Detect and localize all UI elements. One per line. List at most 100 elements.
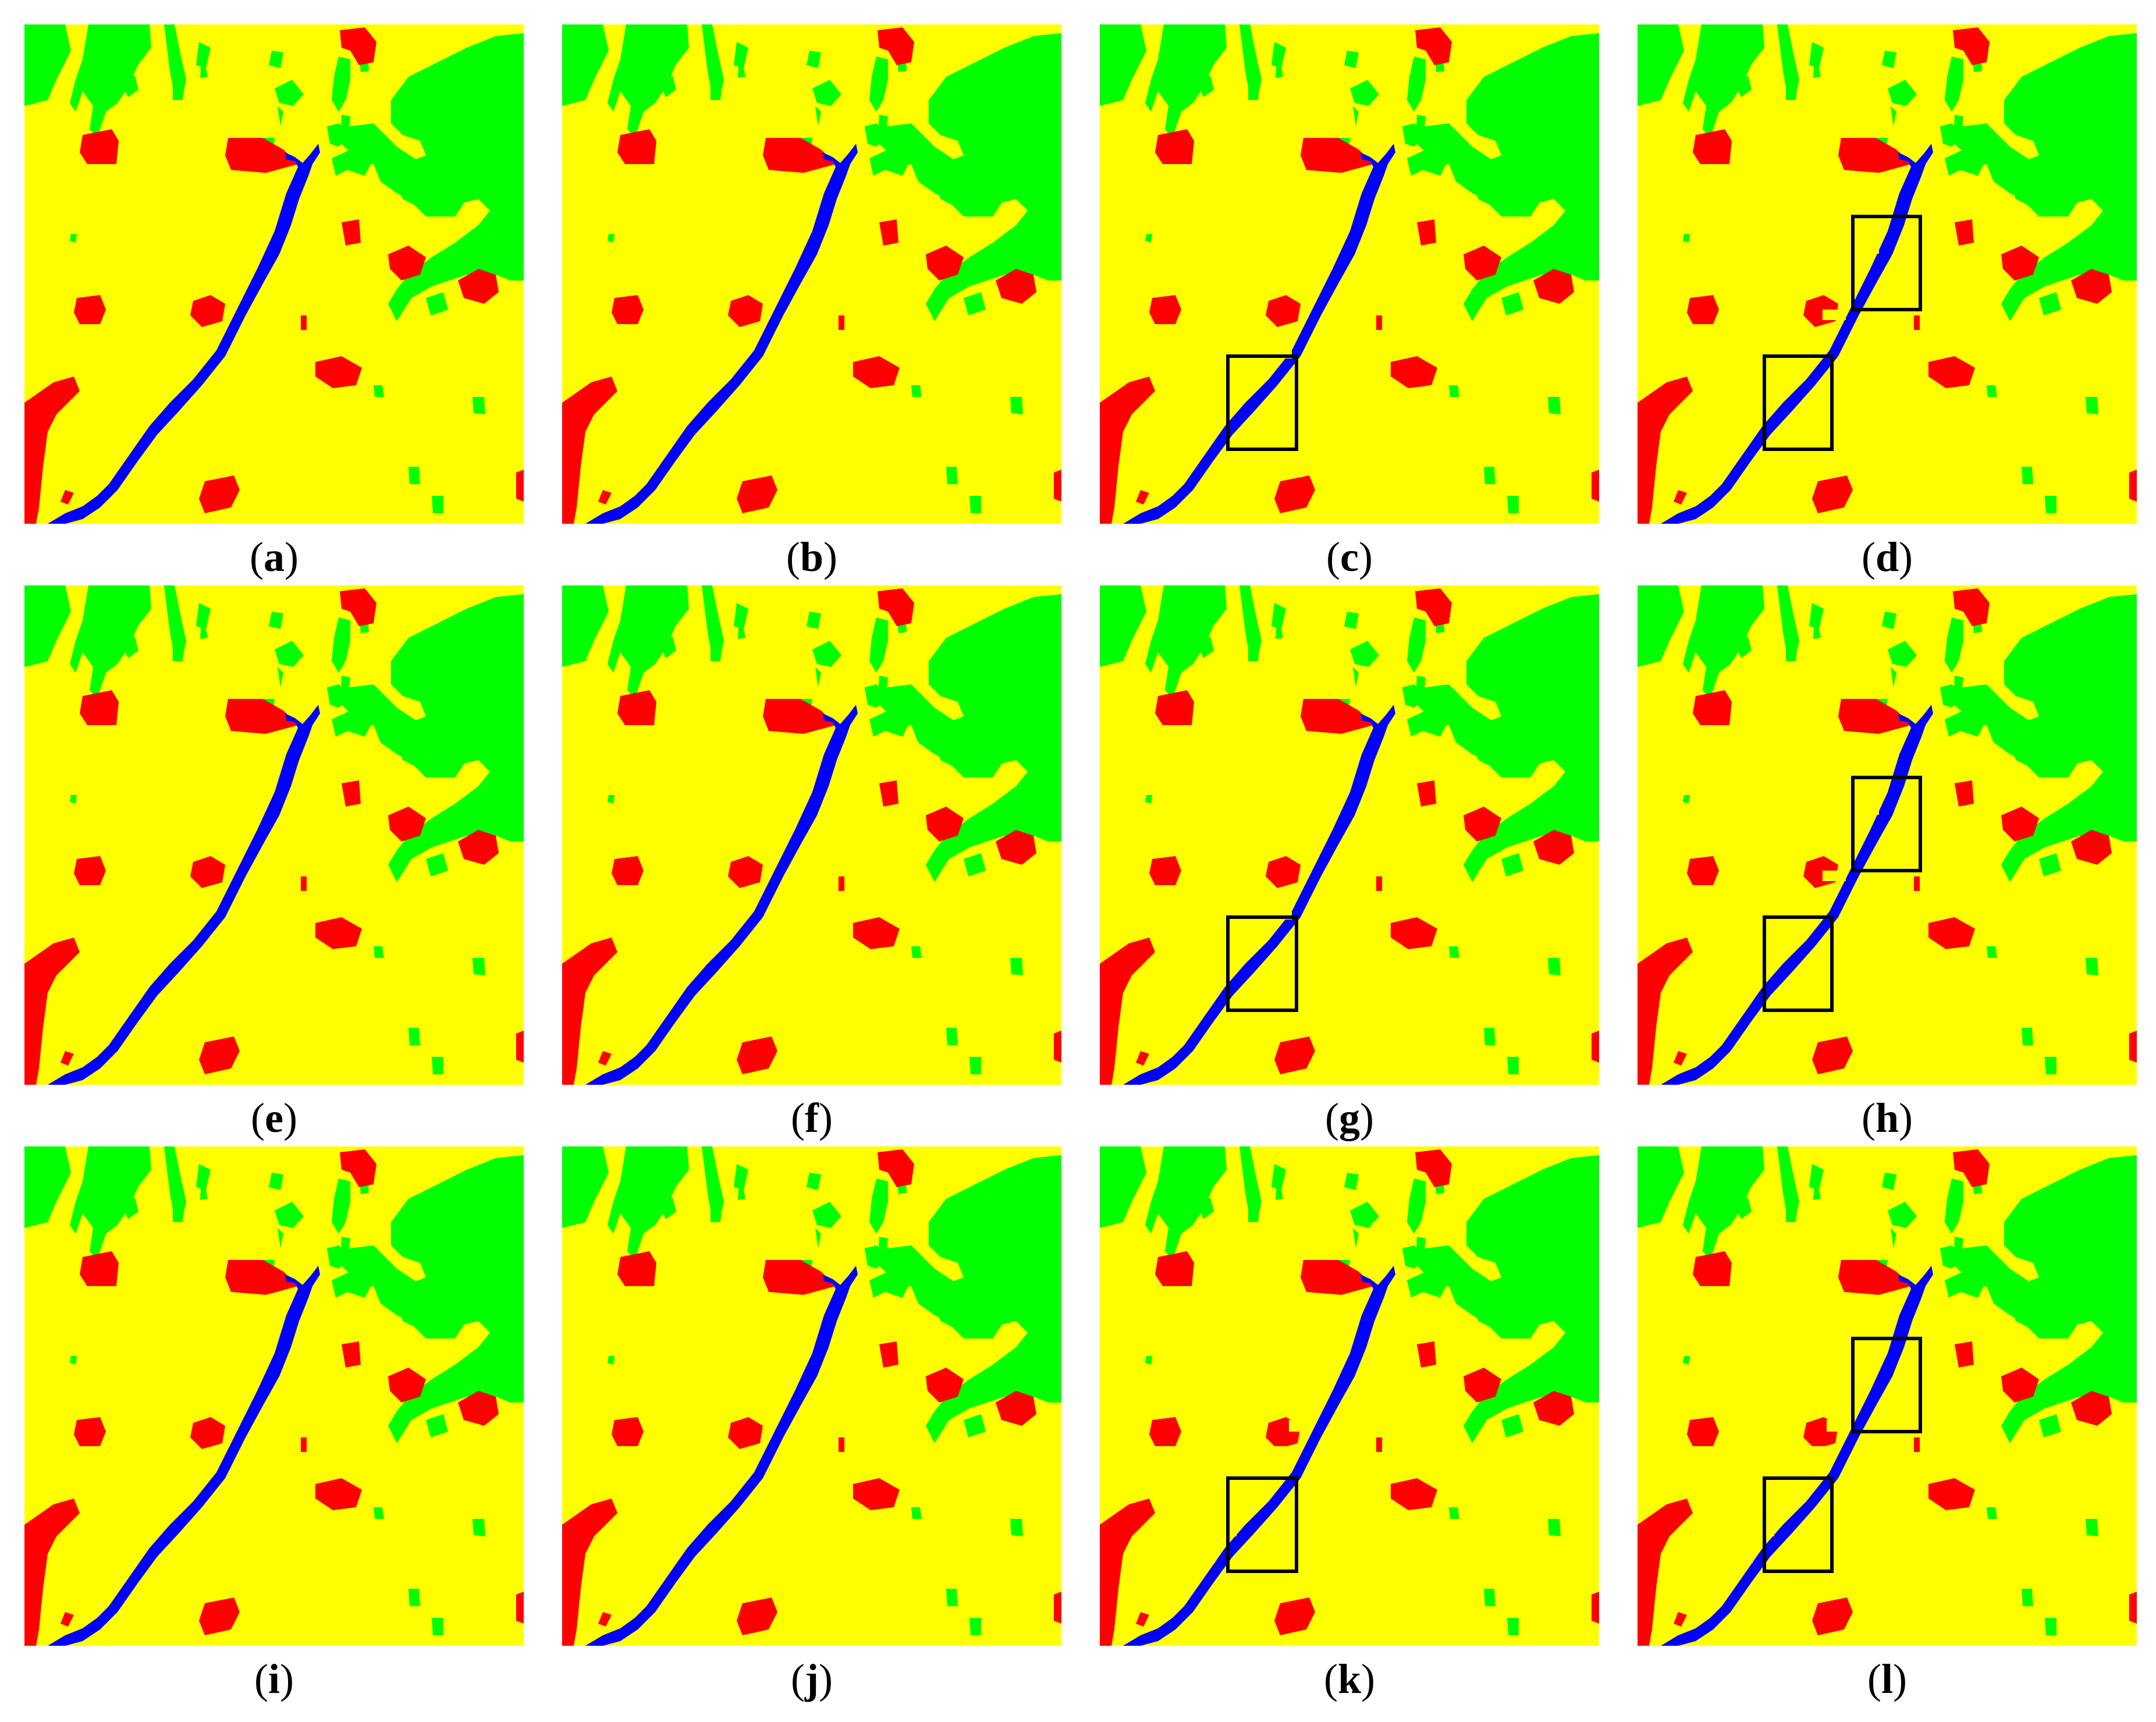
vegetation-region (1449, 385, 1459, 397)
vegetation-region (608, 1356, 615, 1365)
building-region (1376, 1437, 1382, 1452)
vegetation-region (812, 1202, 841, 1228)
vegetation-region (70, 585, 151, 699)
vegetation-region (70, 1146, 151, 1260)
map-canvas-f (562, 585, 1061, 1085)
vegetation-region (1954, 115, 1963, 128)
river-region (1661, 144, 1933, 524)
vegetation-region (926, 594, 1061, 882)
building-region (853, 1478, 900, 1510)
building-region (763, 138, 836, 173)
vegetation-region (1734, 76, 1752, 97)
building-region (1638, 1499, 1693, 1646)
vegetation-region (879, 676, 888, 689)
building-region (1928, 1478, 1975, 1510)
vegetation-region (1239, 585, 1262, 661)
building-region (1592, 470, 1599, 502)
building-region (61, 1612, 74, 1627)
building-region (763, 699, 836, 734)
river-gap (1809, 1446, 1832, 1459)
building-region (61, 1051, 74, 1066)
vegetation-region (2045, 496, 2056, 513)
river-gap (1827, 1420, 1844, 1432)
vegetation-region (490, 638, 520, 667)
vegetation-region (2022, 467, 2033, 484)
vegetation-region (341, 115, 350, 128)
building-region (315, 917, 362, 949)
building-region (1955, 219, 1974, 246)
building-region (1149, 1417, 1181, 1446)
river-gap (1228, 396, 1242, 403)
vegetation-region (1196, 637, 1214, 658)
vegetation-region (2022, 1028, 2033, 1045)
building-region (839, 1437, 844, 1452)
building-region (225, 699, 298, 734)
vegetation-region (70, 24, 151, 138)
segmentation-map-g (1100, 585, 1599, 1085)
building-region (2071, 830, 2112, 865)
building-region (1953, 27, 1990, 65)
segmentation-map-d (1638, 24, 2137, 524)
vegetation-region (473, 958, 485, 975)
vegetation-region (432, 1057, 443, 1074)
vegetation-region (969, 1057, 981, 1074)
vegetation-region (490, 1199, 520, 1228)
building-region (1301, 138, 1373, 173)
vegetation-region (1945, 1178, 1963, 1234)
vegetation-region (888, 702, 911, 728)
building-region (24, 1499, 80, 1646)
vegetation-region (1882, 51, 1896, 68)
building-region (1812, 475, 1853, 513)
vegetation-region (1010, 397, 1023, 414)
vegetation-region (608, 234, 615, 243)
building-region (342, 1341, 361, 1368)
vegetation-region (1239, 24, 1262, 100)
vegetation-region (278, 1228, 283, 1248)
vegetation-region (1100, 1146, 1146, 1228)
building-region (926, 1368, 964, 1403)
vegetation-region (388, 594, 524, 882)
building-region (1136, 1051, 1149, 1066)
vegetation-region (911, 946, 922, 958)
river-region (1661, 1266, 1933, 1646)
vegetation-region (888, 1263, 911, 1289)
highlight-box (1851, 1337, 1922, 1433)
building-region (839, 315, 844, 330)
vegetation-region (2001, 33, 2137, 321)
vegetation-region (1882, 1173, 1896, 1190)
vegetation-region (1239, 1146, 1262, 1222)
vegetation-region (1786, 1202, 1798, 1222)
river-gap (1841, 269, 1859, 281)
vegetation-region (1891, 1228, 1896, 1248)
building-region (1391, 1478, 1437, 1510)
vegetation-region (332, 1178, 350, 1234)
building-region (1592, 1592, 1599, 1624)
vegetation-region (2039, 1414, 2061, 1437)
vegetation-region (1565, 77, 1596, 106)
vegetation-region (2103, 1199, 2133, 1228)
building-region (1417, 780, 1436, 807)
vegetation-region (964, 853, 986, 876)
vegetation-region (1638, 1146, 1684, 1228)
vegetation-region (1416, 115, 1426, 128)
building-region (1376, 876, 1382, 891)
building-region (878, 588, 914, 626)
vegetation-region (1010, 958, 1023, 975)
river-region (1123, 144, 1395, 524)
vegetation-region (490, 77, 520, 106)
building-region (301, 876, 307, 891)
vegetation-region (409, 1589, 420, 1606)
vegetation-region (1813, 609, 1821, 639)
building-region (74, 856, 106, 885)
building-region (340, 27, 376, 65)
vegetation-region (1683, 24, 1764, 138)
building-region (1274, 475, 1315, 513)
vegetation-region (1777, 1146, 1799, 1222)
vegetation-region (1407, 1178, 1426, 1234)
segmentation-map-e (24, 585, 524, 1085)
vegetation-region (879, 115, 888, 128)
vegetation-region (1276, 609, 1283, 639)
river-gap (1773, 946, 1783, 952)
building-region (199, 1597, 240, 1635)
building-region (1953, 588, 1990, 626)
